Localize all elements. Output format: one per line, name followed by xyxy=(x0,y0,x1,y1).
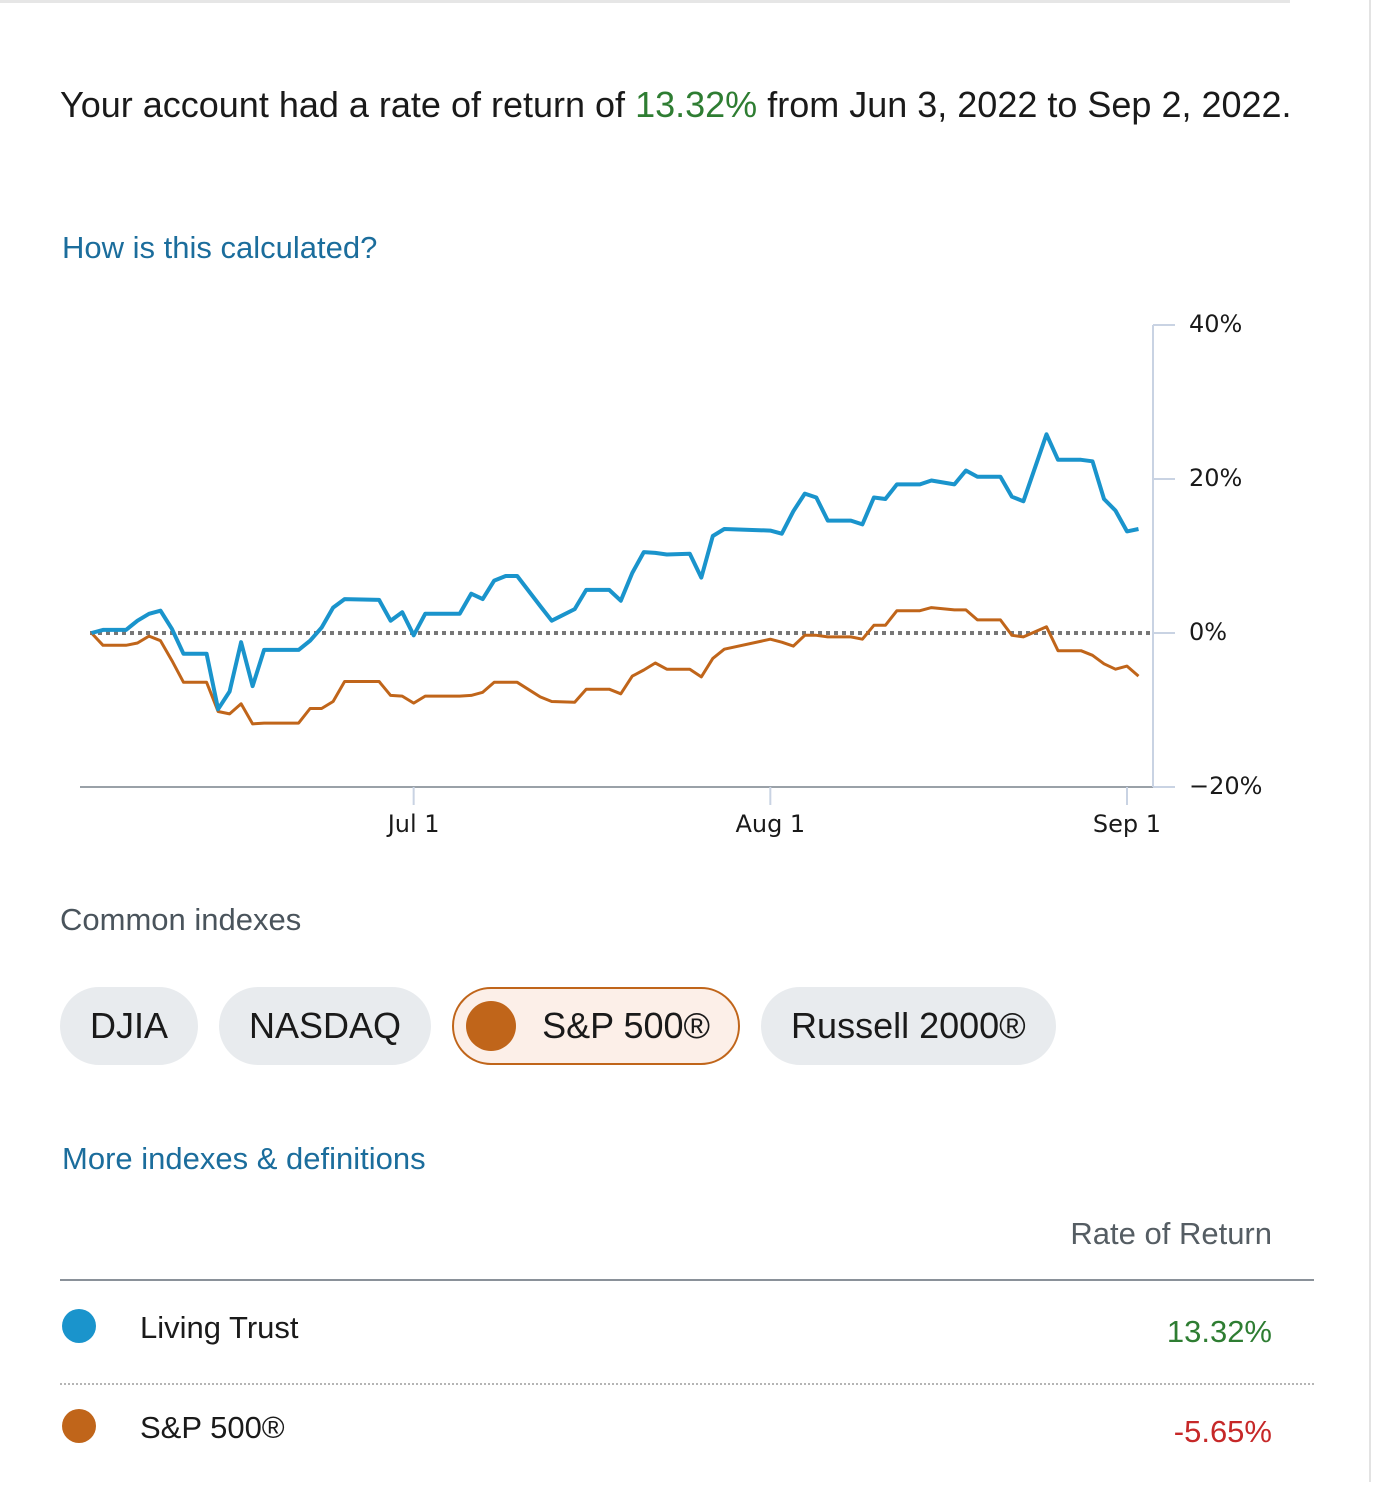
more-link[interactable]: More indexes & definitions xyxy=(62,1141,426,1176)
x-tick-label: Sep 1 xyxy=(1093,810,1161,838)
series-line xyxy=(90,606,1140,726)
table-row: Living Trust 13.32% xyxy=(60,1298,1314,1398)
row-dot xyxy=(62,1409,96,1443)
row-dot xyxy=(62,1309,96,1343)
row-separator xyxy=(60,1383,1314,1385)
index-chip[interactable]: NASDAQ xyxy=(219,987,432,1065)
summary-text: from Jun 3, 2022 to Sep 2, 2022. xyxy=(767,84,1292,125)
index-chips: DJIA NASDAQ S&P 500® Russell 2000® xyxy=(60,987,1056,1065)
y-tick-label: −20% xyxy=(1189,772,1262,800)
top-border xyxy=(0,0,1290,3)
index-chip[interactable]: Russell 2000® xyxy=(761,987,1056,1065)
y-tick-label: 20% xyxy=(1189,464,1242,492)
x-tick-label: Aug 1 xyxy=(735,810,805,838)
chip-label: NASDAQ xyxy=(249,1005,402,1046)
summary: Your account had a rate of return of 13.… xyxy=(60,75,1322,135)
series-line xyxy=(90,432,1139,712)
chart: −20% 0% 20% 40% Jul 1 Aug 1 Sep 1 xyxy=(80,310,1262,838)
table-header: Rate of Return xyxy=(1070,1216,1272,1251)
index-chip[interactable]: S&P 500® xyxy=(452,987,741,1065)
row-return: -5.65% xyxy=(1173,1414,1272,1449)
summary-text: Your account had a rate of return of xyxy=(60,84,626,125)
table-row: S&P 500® -5.65% xyxy=(60,1398,1314,1498)
x-tick-label: Jul 1 xyxy=(386,810,440,838)
calc-link[interactable]: How is this calculated? xyxy=(62,230,378,265)
index-chip[interactable]: DJIA xyxy=(60,987,199,1065)
y-tick-label: 40% xyxy=(1189,310,1242,338)
row-name: S&P 500® xyxy=(140,1410,285,1445)
chip-label: S&P 500® xyxy=(542,1005,711,1046)
row-return: 13.32% xyxy=(1166,1314,1272,1349)
y-tick-label: 0% xyxy=(1189,618,1227,646)
chip-dot xyxy=(466,1001,517,1051)
right-border xyxy=(1369,0,1371,1482)
table-rule xyxy=(60,1279,1314,1281)
chip-label: Russell 2000® xyxy=(791,1005,1026,1046)
summary-rate: 13.32% xyxy=(635,84,758,125)
row-name: Living Trust xyxy=(140,1310,299,1345)
section-title: Common indexes xyxy=(60,902,302,937)
chip-label: DJIA xyxy=(90,1005,169,1046)
